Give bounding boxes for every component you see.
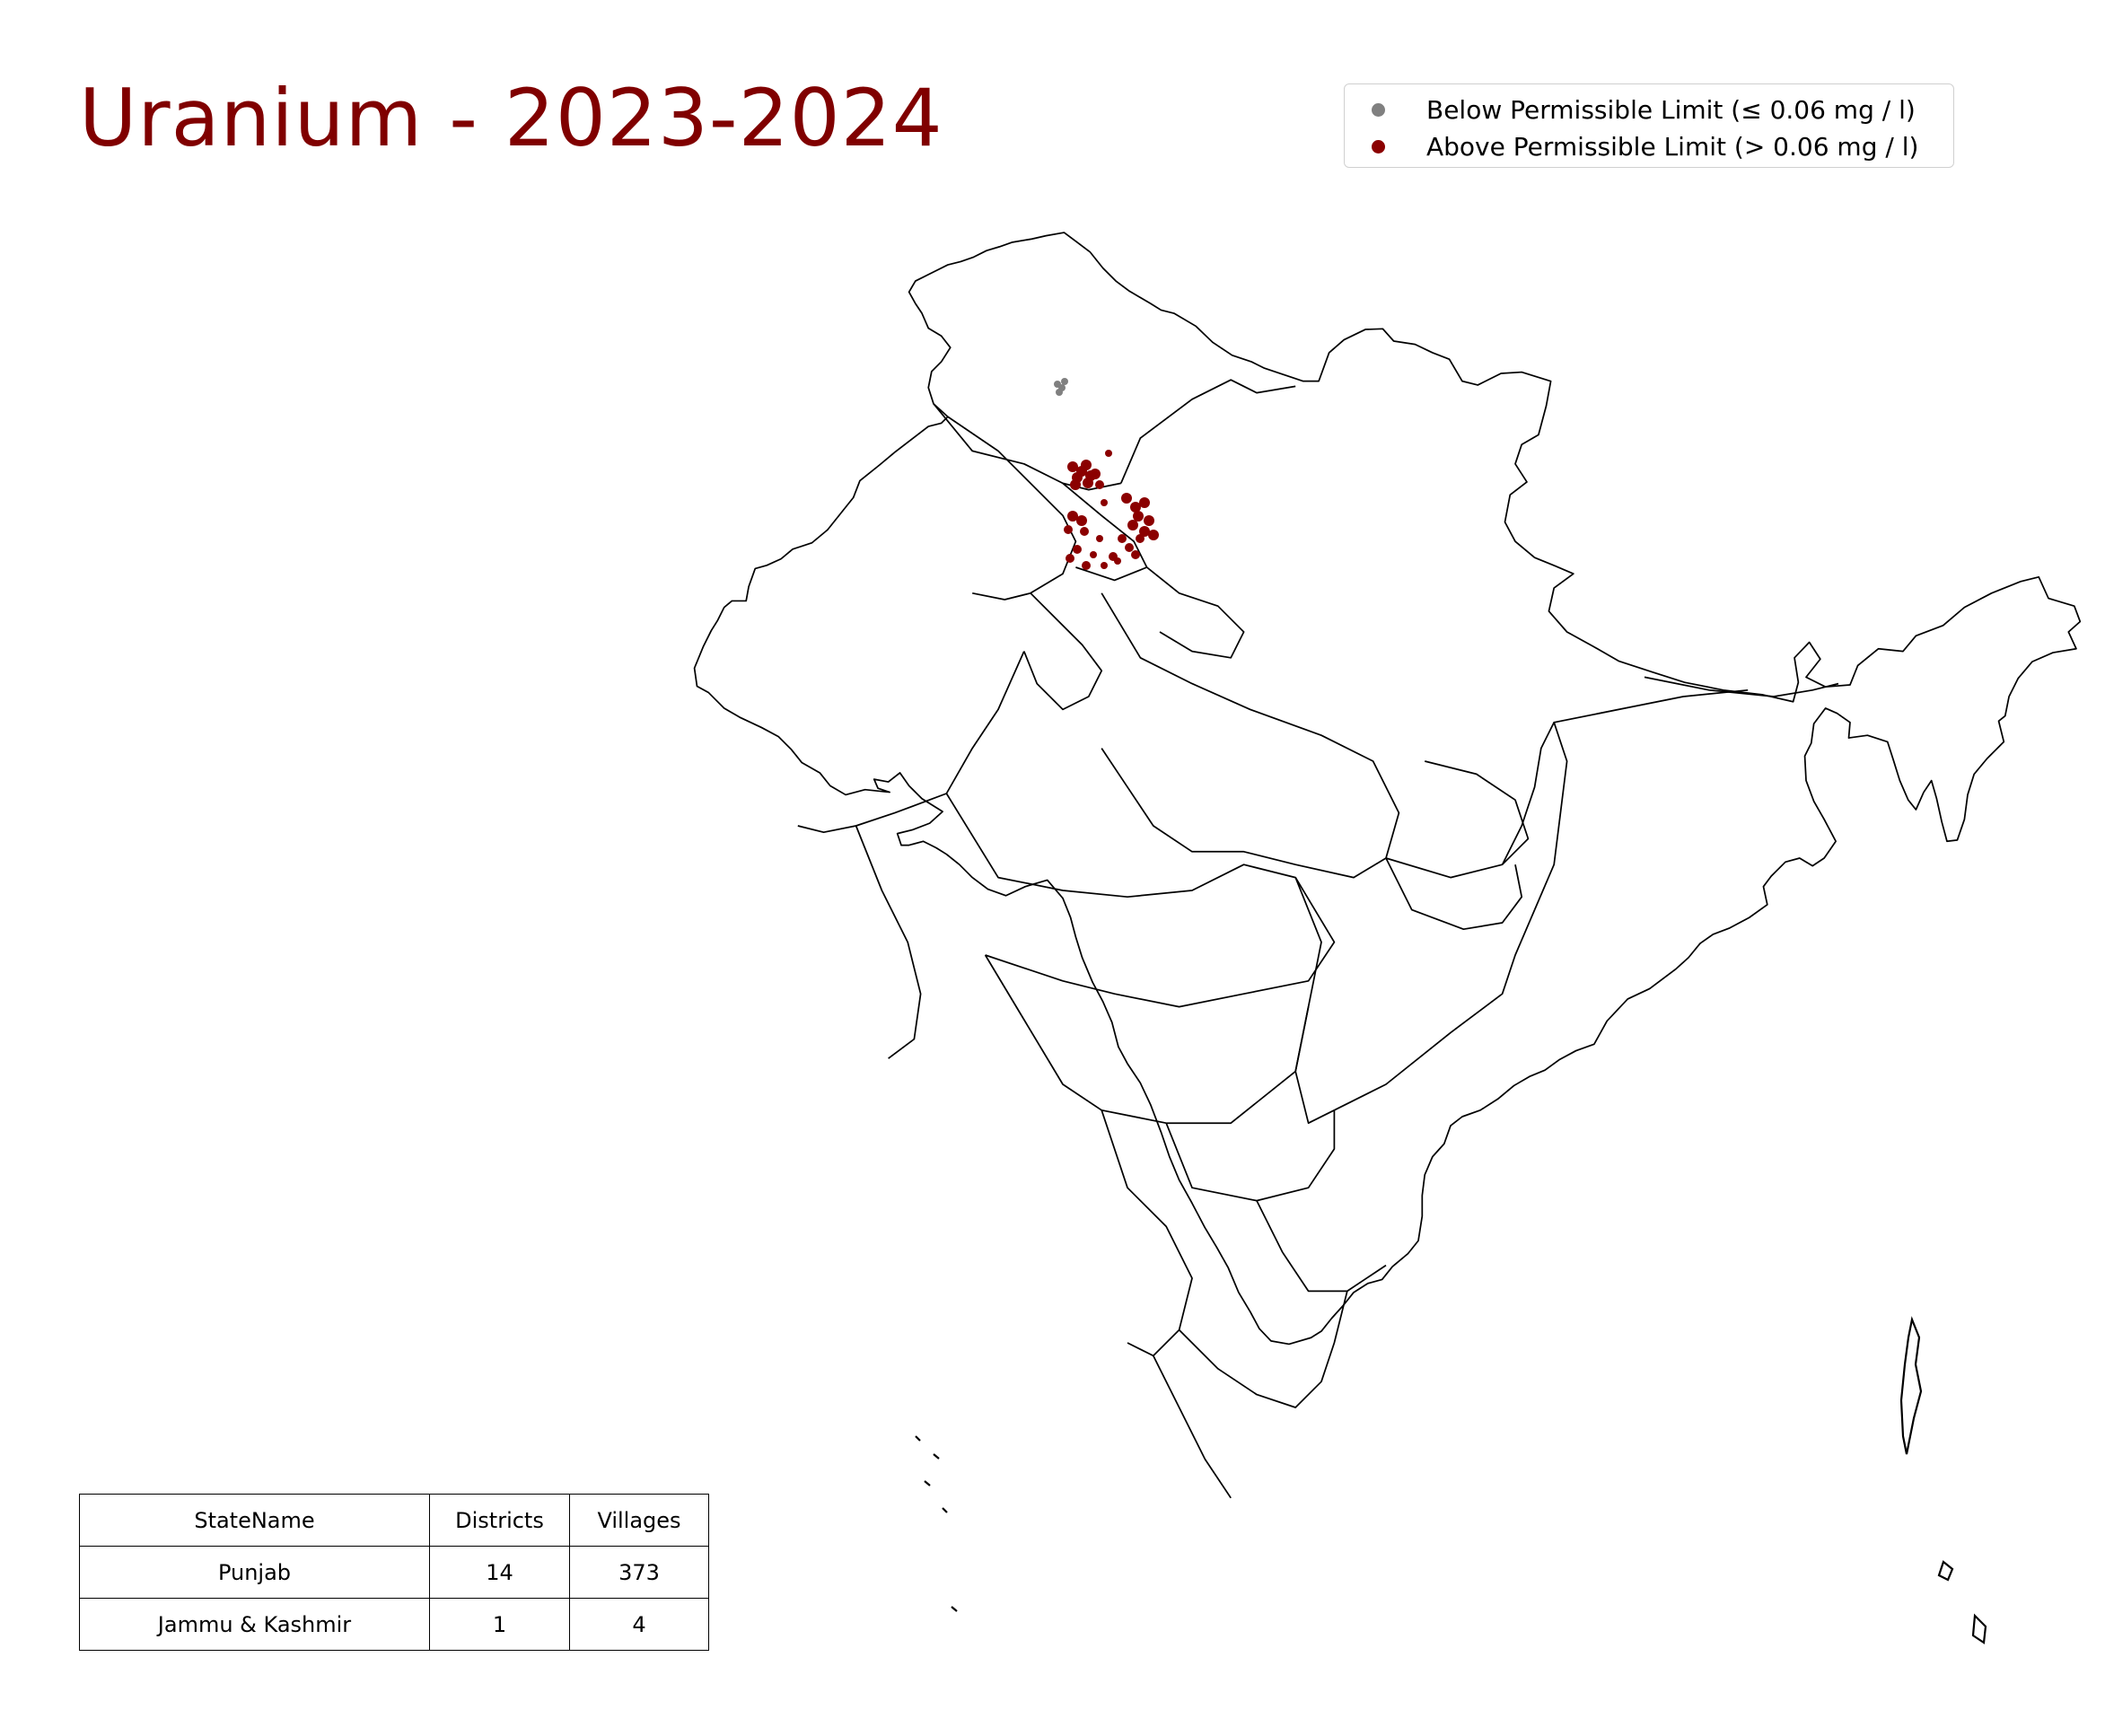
state-boundary-punjab bbox=[947, 416, 1077, 601]
table-cell-villages: 373 bbox=[569, 1546, 709, 1599]
lakshadweep-islands bbox=[915, 1435, 958, 1612]
table-header-row: StateName Districts Villages bbox=[79, 1494, 709, 1547]
table-row: Jammu & Kashmir 1 4 bbox=[79, 1598, 709, 1651]
state-boundary-telangana bbox=[1165, 1109, 1336, 1202]
table-header: Villages bbox=[569, 1494, 709, 1547]
state-boundary-jk bbox=[933, 403, 1121, 491]
state-boundary-tn bbox=[1178, 1291, 1348, 1408]
legend: Below Permissible Limit (≤ 0.06 mg / l) … bbox=[1344, 83, 1954, 168]
state-boundary-odisha bbox=[1334, 909, 1536, 1111]
table-cell-districts: 1 bbox=[429, 1598, 570, 1651]
state-stats-table: StateName Districts Villages Punjab 14 3… bbox=[79, 1494, 709, 1651]
state-boundary-haryana bbox=[1022, 592, 1103, 711]
points-above bbox=[1064, 450, 1159, 570]
state-boundary-kerala bbox=[1153, 1355, 1232, 1499]
state-boundary-ne bbox=[1554, 688, 1749, 723]
nicobar-islands bbox=[1937, 1560, 1987, 1644]
table-header: Districts bbox=[429, 1494, 570, 1547]
state-boundary-uk bbox=[1146, 566, 1245, 659]
state-boundary-assam bbox=[1644, 676, 1839, 697]
table-cell-districts: 14 bbox=[429, 1546, 570, 1599]
andaman-islands bbox=[1899, 1316, 1923, 1455]
legend-label-below: Below Permissible Limit (≤ 0.06 mg / l) bbox=[1426, 94, 1916, 125]
legend-label-above: Above Permissible Limit (> 0.06 mg / l) bbox=[1426, 131, 1919, 162]
map-title: Uranium - 2023-2024 bbox=[79, 72, 943, 164]
state-boundary-karnataka bbox=[1101, 1109, 1193, 1357]
state-boundary-jharkhand bbox=[1385, 857, 1523, 931]
legend-item-below: Below Permissible Limit (≤ 0.06 mg / l) bbox=[1345, 91, 1953, 128]
points-below bbox=[1054, 378, 1068, 396]
table-cell-state: Jammu & Kashmir bbox=[79, 1598, 430, 1651]
state-boundary-rajasthan bbox=[797, 651, 1025, 834]
table-cell-state: Punjab bbox=[79, 1546, 430, 1599]
state-boundary-ladakh bbox=[1120, 379, 1296, 484]
legend-marker-below bbox=[1372, 102, 1385, 117]
state-boundary-mp bbox=[945, 793, 1336, 1008]
state-boundary-maharashtra bbox=[984, 954, 1310, 1125]
state-boundary-gujarat bbox=[855, 825, 922, 1059]
legend-item-above: Above Permissible Limit (> 0.06 mg / l) bbox=[1345, 127, 1953, 165]
state-boundary-hp bbox=[1062, 482, 1148, 582]
legend-marker-above bbox=[1372, 139, 1385, 153]
table-cell-villages: 4 bbox=[569, 1598, 709, 1651]
table-row: Punjab 14 373 bbox=[79, 1546, 709, 1599]
state-boundary-bihar bbox=[1385, 760, 1530, 879]
table-header: StateName bbox=[79, 1494, 430, 1547]
state-boundary-ap bbox=[1256, 1200, 1387, 1293]
